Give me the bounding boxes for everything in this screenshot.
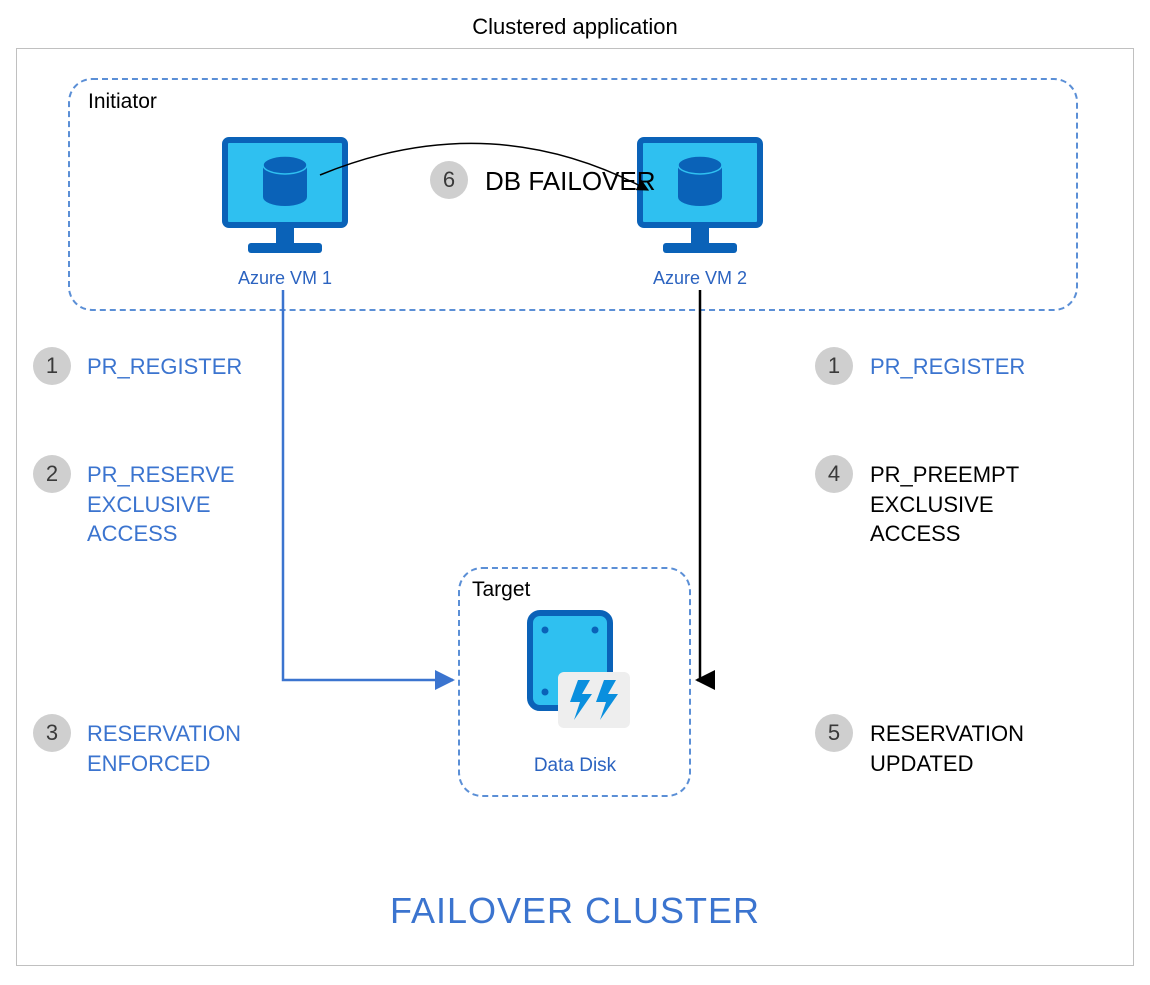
step-badge-4: 4	[815, 455, 853, 493]
initiator-group-label: Initiator	[88, 90, 157, 114]
step-text-6: DB FAILOVER	[485, 164, 656, 199]
step-badge-2: 3	[33, 714, 71, 752]
footer-title: FAILOVER CLUSTER	[0, 890, 1150, 932]
step-text-1: PR_RESERVEEXCLUSIVEACCESS	[87, 460, 235, 549]
step-badge-5: 5	[815, 714, 853, 752]
step-text-2: RESERVATIONENFORCED	[87, 719, 241, 778]
step-text-4: PR_PREEMPTEXCLUSIVEACCESS	[870, 460, 1019, 549]
vm1-label: Azure VM 1	[225, 268, 345, 289]
step-badge-0: 1	[33, 347, 71, 385]
step-text-5: RESERVATIONUPDATED	[870, 719, 1024, 778]
vm2-label: Azure VM 2	[640, 268, 760, 289]
step-text-0: PR_REGISTER	[87, 352, 242, 382]
diagram-title: Clustered application	[0, 14, 1150, 40]
target-group-label: Target	[472, 578, 530, 602]
step-badge-3: 1	[815, 347, 853, 385]
disk-label: Data Disk	[475, 755, 675, 777]
step-text-3: PR_REGISTER	[870, 352, 1025, 382]
step-badge-6: 6	[430, 161, 468, 199]
step-badge-1: 2	[33, 455, 71, 493]
